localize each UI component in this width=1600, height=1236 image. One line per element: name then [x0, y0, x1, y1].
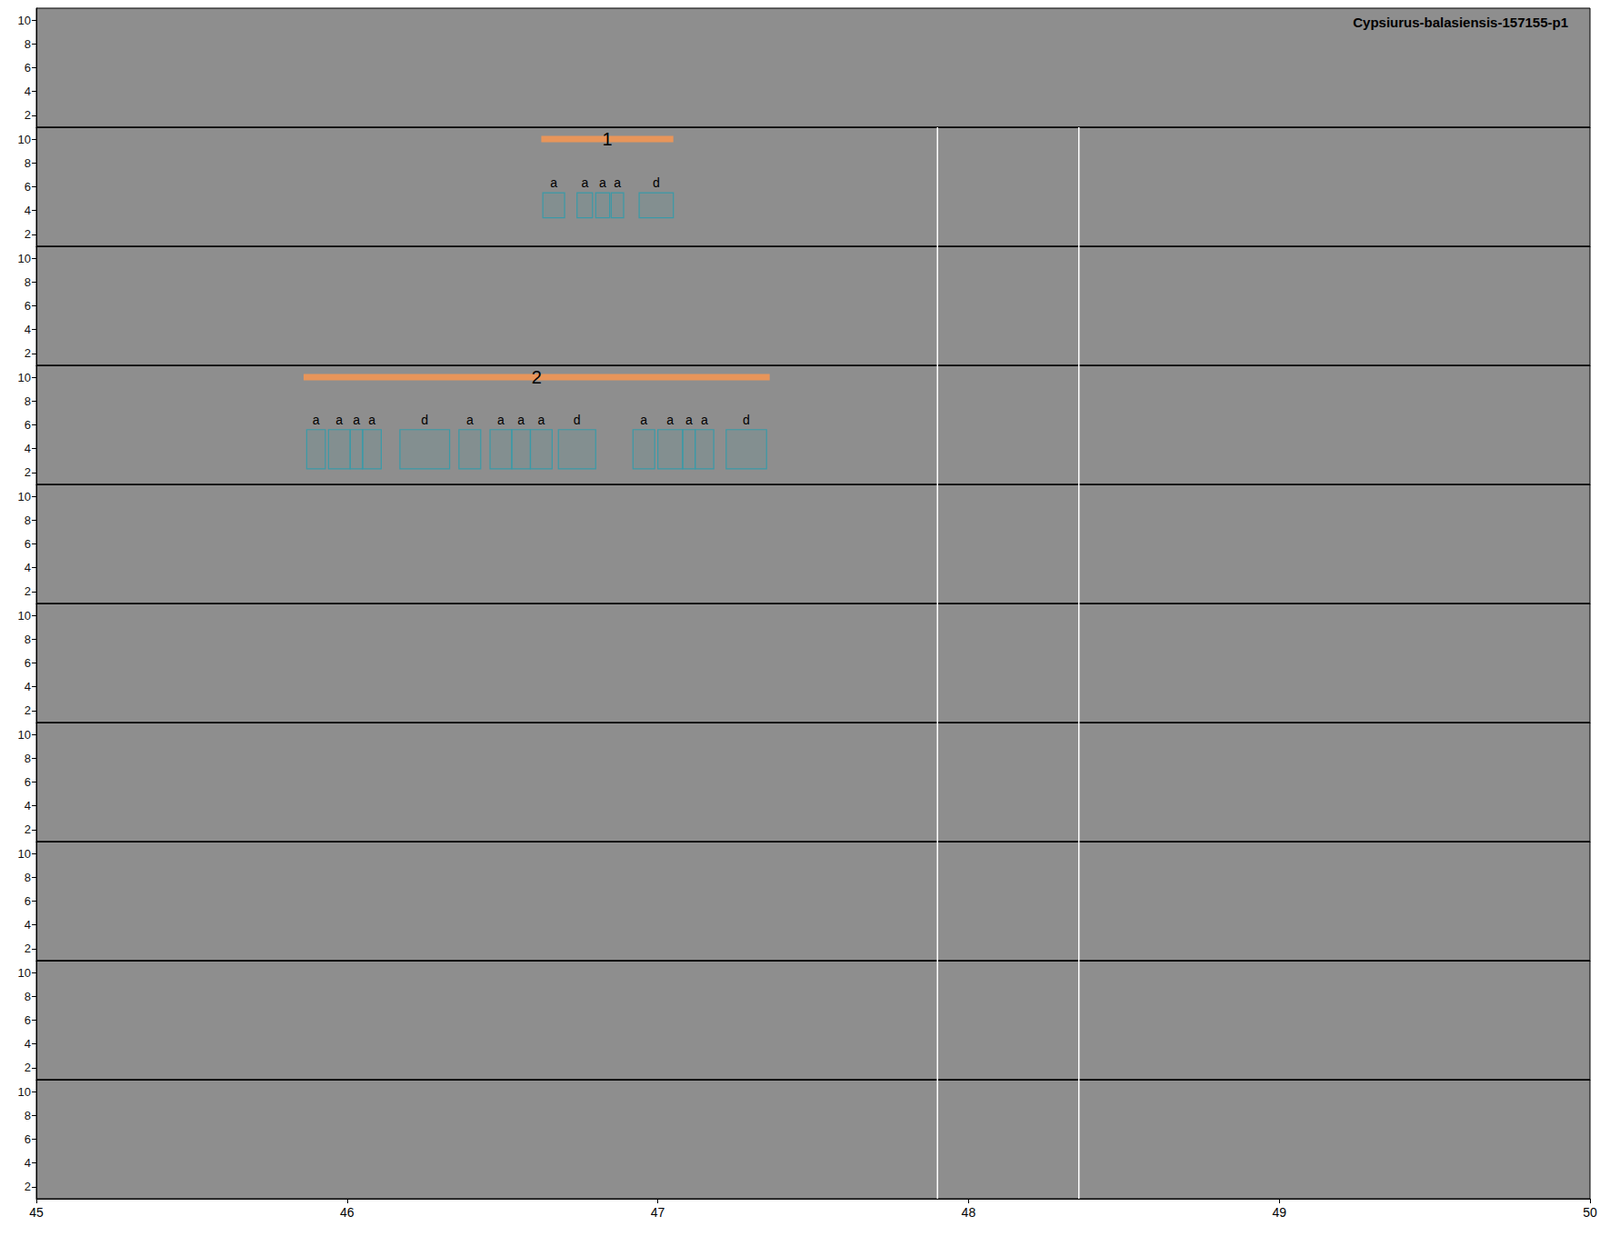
- svg-text:48: 48: [961, 1205, 977, 1220]
- svg-text:8: 8: [24, 632, 31, 647]
- svg-text:2: 2: [24, 822, 31, 837]
- svg-text:6: 6: [24, 537, 31, 551]
- svg-text:10: 10: [18, 13, 31, 28]
- svg-text:a: a: [613, 175, 621, 190]
- svg-text:49: 49: [1271, 1205, 1287, 1220]
- svg-text:6: 6: [24, 1013, 31, 1028]
- svg-text:6: 6: [24, 418, 31, 432]
- svg-text:4: 4: [24, 918, 31, 932]
- svg-text:2: 2: [24, 465, 31, 480]
- svg-text:4: 4: [24, 799, 31, 813]
- svg-text:a: a: [640, 412, 648, 428]
- svg-text:4: 4: [24, 560, 31, 575]
- svg-text:10: 10: [18, 847, 31, 861]
- svg-text:2: 2: [531, 367, 542, 388]
- svg-text:a: a: [599, 175, 607, 190]
- svg-text:2: 2: [24, 941, 31, 956]
- svg-text:10: 10: [18, 132, 31, 147]
- svg-text:10: 10: [18, 370, 31, 385]
- svg-text:Cypsiurus-balasiensis-157155-p: Cypsiurus-balasiensis-157155-p1: [1352, 14, 1569, 30]
- svg-text:4: 4: [24, 680, 31, 694]
- svg-text:a: a: [352, 412, 360, 428]
- svg-text:a: a: [517, 412, 525, 428]
- svg-text:6: 6: [24, 180, 31, 194]
- svg-text:a: a: [666, 412, 674, 428]
- svg-text:10: 10: [18, 490, 31, 504]
- svg-text:a: a: [497, 412, 505, 428]
- svg-text:10: 10: [18, 609, 31, 623]
- svg-text:a: a: [466, 412, 474, 428]
- svg-text:a: a: [538, 412, 546, 428]
- svg-text:45: 45: [29, 1205, 44, 1220]
- svg-text:6: 6: [24, 656, 31, 670]
- svg-text:a: a: [368, 412, 376, 428]
- svg-text:2: 2: [24, 1060, 31, 1075]
- svg-text:6: 6: [24, 1132, 31, 1147]
- svg-text:4: 4: [24, 203, 31, 218]
- svg-text:8: 8: [24, 990, 31, 1004]
- svg-text:10: 10: [18, 1085, 31, 1100]
- svg-text:46: 46: [340, 1205, 355, 1220]
- svg-text:4: 4: [24, 322, 31, 337]
- svg-text:4: 4: [24, 1037, 31, 1051]
- svg-text:a: a: [312, 412, 320, 428]
- svg-text:a: a: [580, 175, 589, 190]
- svg-text:d: d: [573, 412, 581, 428]
- svg-text:a: a: [700, 412, 709, 428]
- svg-text:2: 2: [24, 584, 31, 599]
- svg-text:10: 10: [18, 966, 31, 980]
- svg-text:6: 6: [24, 60, 31, 75]
- svg-text:8: 8: [24, 1109, 31, 1123]
- svg-text:8: 8: [24, 156, 31, 170]
- svg-text:10: 10: [18, 728, 31, 742]
- svg-text:2: 2: [24, 703, 31, 718]
- svg-text:8: 8: [24, 751, 31, 766]
- svg-text:2: 2: [24, 1180, 31, 1194]
- svg-text:a: a: [550, 175, 558, 190]
- svg-text:10: 10: [18, 251, 31, 266]
- svg-text:47: 47: [650, 1205, 666, 1220]
- svg-text:d: d: [420, 412, 429, 428]
- svg-text:d: d: [742, 412, 750, 428]
- svg-text:d: d: [652, 175, 660, 190]
- svg-text:a: a: [335, 412, 343, 428]
- svg-text:1: 1: [601, 129, 612, 150]
- svg-text:2: 2: [24, 227, 31, 241]
- svg-text:8: 8: [24, 275, 31, 290]
- svg-text:4: 4: [24, 84, 31, 99]
- svg-text:6: 6: [24, 299, 31, 313]
- svg-text:8: 8: [24, 513, 31, 528]
- svg-text:a: a: [685, 412, 693, 428]
- svg-text:4: 4: [24, 1156, 31, 1170]
- svg-text:8: 8: [24, 870, 31, 885]
- svg-text:8: 8: [24, 37, 31, 51]
- svg-text:6: 6: [24, 775, 31, 790]
- svg-text:2: 2: [24, 108, 31, 122]
- svg-text:6: 6: [24, 894, 31, 909]
- svg-text:8: 8: [24, 394, 31, 409]
- svg-text:4: 4: [24, 441, 31, 456]
- svg-text:50: 50: [1582, 1205, 1598, 1220]
- svg-text:2: 2: [24, 346, 31, 360]
